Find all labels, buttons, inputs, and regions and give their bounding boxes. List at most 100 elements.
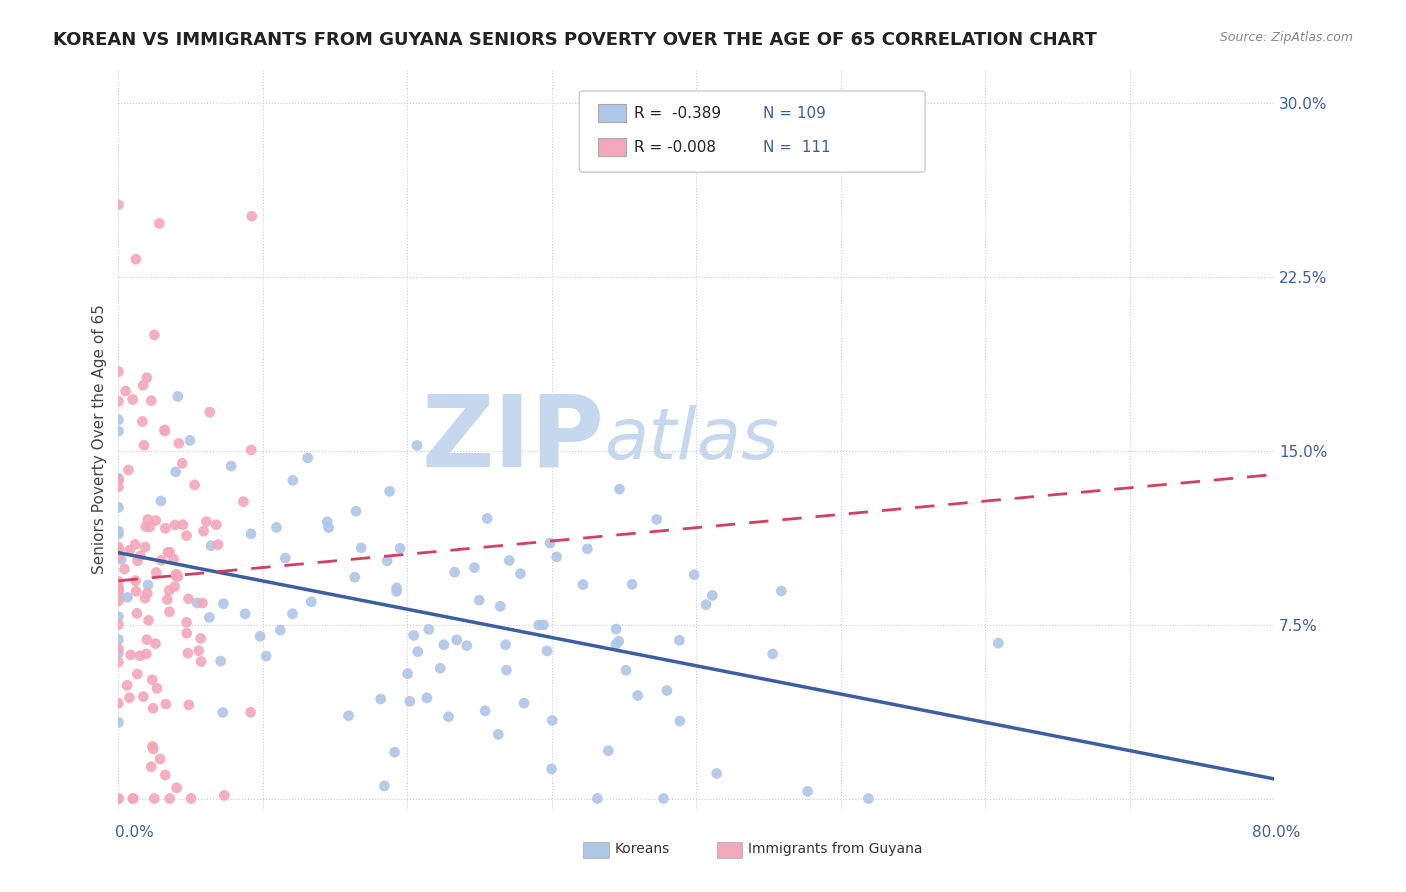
Point	[150, 553, 173, 567]
Text: N =  111: N = 111	[763, 140, 831, 154]
Point	[155, 768, 177, 782]
Point	[468, 593, 491, 607]
Point	[157, 583, 180, 598]
Point	[167, 436, 190, 450]
Point	[114, 384, 136, 398]
Point	[219, 458, 242, 473]
Point	[176, 626, 198, 640]
Point	[254, 649, 277, 664]
Point	[107, 549, 129, 563]
Point	[187, 643, 209, 657]
Point	[118, 543, 141, 558]
Point	[166, 780, 188, 795]
Point	[135, 370, 157, 384]
Point	[165, 567, 187, 582]
Point	[384, 745, 406, 759]
Point	[107, 791, 129, 805]
Point	[165, 569, 187, 583]
Point	[107, 646, 129, 660]
Point	[145, 514, 167, 528]
Point	[316, 515, 339, 529]
Point	[191, 596, 214, 610]
Point	[136, 586, 159, 600]
Point	[138, 520, 160, 534]
Text: N = 109: N = 109	[763, 106, 827, 120]
Point	[135, 647, 157, 661]
Point	[655, 683, 678, 698]
Point	[211, 706, 233, 720]
Point	[135, 632, 157, 647]
Point	[107, 632, 129, 647]
Point	[107, 424, 129, 438]
Point	[107, 655, 129, 669]
Point	[125, 252, 148, 267]
Point	[107, 583, 129, 598]
Point	[232, 494, 254, 508]
Point	[576, 541, 599, 556]
Point	[107, 394, 129, 409]
Point	[373, 779, 395, 793]
Point	[107, 471, 129, 485]
Point	[176, 528, 198, 542]
Point	[159, 605, 181, 619]
Point	[114, 562, 136, 576]
Point	[858, 791, 880, 805]
Point	[141, 393, 163, 408]
Point	[132, 438, 155, 452]
Point	[176, 615, 198, 630]
Point	[418, 622, 440, 636]
Point	[163, 552, 186, 566]
Point	[540, 762, 562, 776]
Point	[212, 597, 235, 611]
Point	[683, 567, 706, 582]
Point	[107, 549, 129, 563]
Point	[297, 450, 319, 465]
Point	[107, 546, 129, 560]
Point	[131, 415, 153, 429]
Point	[695, 598, 717, 612]
Text: ZIP: ZIP	[420, 391, 605, 488]
Point	[107, 527, 129, 541]
Point	[148, 217, 170, 231]
Point	[513, 696, 536, 710]
Point	[121, 392, 143, 407]
Point	[107, 591, 129, 605]
Point	[406, 645, 429, 659]
Point	[125, 584, 148, 599]
Point	[385, 584, 408, 599]
Point	[761, 647, 783, 661]
Point	[269, 623, 291, 637]
Point	[274, 551, 297, 566]
Point	[172, 457, 194, 471]
Point	[172, 517, 194, 532]
Point	[416, 690, 439, 705]
Point	[155, 521, 177, 535]
Point	[343, 570, 366, 584]
Point	[179, 434, 201, 448]
Point	[142, 742, 165, 756]
Point	[375, 554, 398, 568]
Point	[456, 639, 478, 653]
Point	[344, 504, 367, 518]
Point	[233, 607, 256, 621]
Point	[645, 512, 668, 526]
Point	[142, 701, 165, 715]
Point	[586, 791, 609, 805]
Point	[495, 663, 517, 677]
Point	[207, 538, 229, 552]
Point	[429, 661, 451, 675]
Point	[156, 545, 179, 559]
Point	[486, 727, 509, 741]
Point	[143, 328, 166, 343]
Point	[668, 633, 690, 648]
Point	[146, 681, 169, 696]
Point	[607, 634, 630, 648]
Point	[165, 518, 187, 533]
Point	[107, 413, 129, 427]
Point	[198, 405, 221, 419]
Point	[177, 591, 200, 606]
Point	[107, 696, 129, 710]
Text: atlas: atlas	[605, 405, 779, 474]
Point	[115, 678, 138, 692]
Point	[107, 582, 129, 596]
